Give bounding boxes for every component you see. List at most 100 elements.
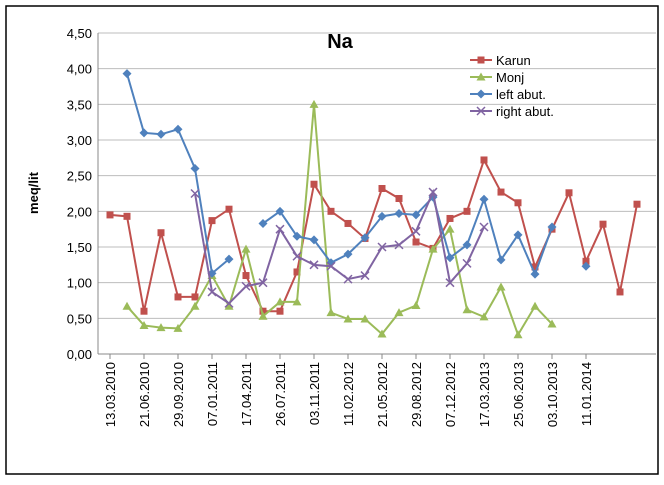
marker <box>224 298 234 308</box>
series-line <box>109 157 638 313</box>
x-tick-label: 03.10.2013 <box>545 362 560 427</box>
marker <box>275 206 285 216</box>
marker <box>258 218 268 228</box>
y-tick-label: 1,50 <box>67 240 92 255</box>
marker <box>463 207 471 215</box>
x-tick-label: 29.08.2012 <box>409 362 424 427</box>
x-tick-label: 11.02.2012 <box>341 362 356 426</box>
marker <box>446 214 454 222</box>
marker <box>156 323 166 332</box>
marker <box>190 188 200 199</box>
y-tick-label: 2,50 <box>67 169 92 184</box>
marker <box>377 211 387 221</box>
marker <box>343 314 353 323</box>
marker <box>122 301 132 310</box>
x-tick-label: 07.12.2012 <box>443 362 458 427</box>
marker <box>479 194 489 204</box>
marker <box>477 56 485 64</box>
marker <box>241 281 251 291</box>
y-tick-label: 1,00 <box>67 276 92 291</box>
marker <box>496 282 506 291</box>
marker <box>445 278 455 288</box>
marker <box>428 244 438 253</box>
marker <box>191 293 199 301</box>
marker <box>480 156 488 164</box>
marker <box>377 329 387 338</box>
marker <box>377 242 387 252</box>
series-line <box>126 104 553 338</box>
marker <box>462 305 472 314</box>
marker <box>633 200 641 208</box>
marker <box>326 261 336 271</box>
marker <box>156 129 166 139</box>
marker <box>428 187 438 197</box>
marker <box>343 249 353 259</box>
marker <box>173 124 183 134</box>
x-tick-label: 29.09.2010 <box>171 362 186 427</box>
marker <box>445 253 455 263</box>
x-tick-label: 17.04.2011 <box>239 362 254 426</box>
marker <box>207 287 217 297</box>
marker <box>224 301 234 310</box>
chart-border <box>5 5 659 475</box>
marker <box>531 263 539 271</box>
marker <box>565 189 573 197</box>
marker <box>445 224 455 233</box>
marker <box>292 231 302 241</box>
marker <box>616 288 624 296</box>
marker <box>242 272 250 280</box>
chart-title: Na <box>327 31 353 53</box>
marker <box>309 260 319 270</box>
marker <box>476 72 486 81</box>
marker <box>530 269 540 279</box>
marker <box>599 220 607 228</box>
marker <box>582 257 590 265</box>
marker <box>190 301 200 310</box>
marker <box>309 235 319 245</box>
legend-label: Karun <box>496 53 531 68</box>
marker <box>327 207 335 215</box>
marker <box>122 69 132 79</box>
marker <box>292 251 302 261</box>
x-tick-label: 17.03.2013 <box>477 362 492 427</box>
marker <box>547 319 557 328</box>
marker <box>547 222 557 232</box>
y-tick-label: 4,50 <box>67 26 92 41</box>
marker <box>276 307 284 315</box>
marker <box>275 224 285 234</box>
x-tick-label: 13.03.2010 <box>103 362 118 427</box>
marker <box>310 180 318 188</box>
marker <box>225 205 233 213</box>
marker <box>530 301 540 310</box>
marker <box>190 164 200 174</box>
x-tick-label: 21.05.2012 <box>375 362 390 427</box>
legend-label: left abut. <box>496 87 546 102</box>
marker <box>360 314 370 323</box>
marker <box>157 229 165 237</box>
marker <box>395 194 403 202</box>
y-tick-label: 0,50 <box>67 311 92 326</box>
marker <box>275 297 285 306</box>
marker <box>462 258 472 268</box>
marker <box>139 320 149 329</box>
marker <box>394 208 404 218</box>
marker <box>139 128 149 138</box>
marker <box>476 106 486 116</box>
x-tick-label: 26.07.2011 <box>273 362 288 426</box>
marker <box>344 219 352 227</box>
x-tick-label: 03.11.2011 <box>307 362 322 425</box>
marker <box>411 210 421 220</box>
marker <box>479 312 489 321</box>
marker <box>140 307 148 315</box>
marker <box>497 188 505 196</box>
marker <box>174 293 182 301</box>
x-tick-label: 07.01.2011 <box>205 362 220 426</box>
marker <box>123 212 131 220</box>
marker <box>496 255 506 265</box>
marker <box>173 323 183 332</box>
marker <box>378 185 386 193</box>
marker <box>394 308 404 317</box>
marker <box>513 230 523 240</box>
y-tick-label: 3,00 <box>67 133 92 148</box>
